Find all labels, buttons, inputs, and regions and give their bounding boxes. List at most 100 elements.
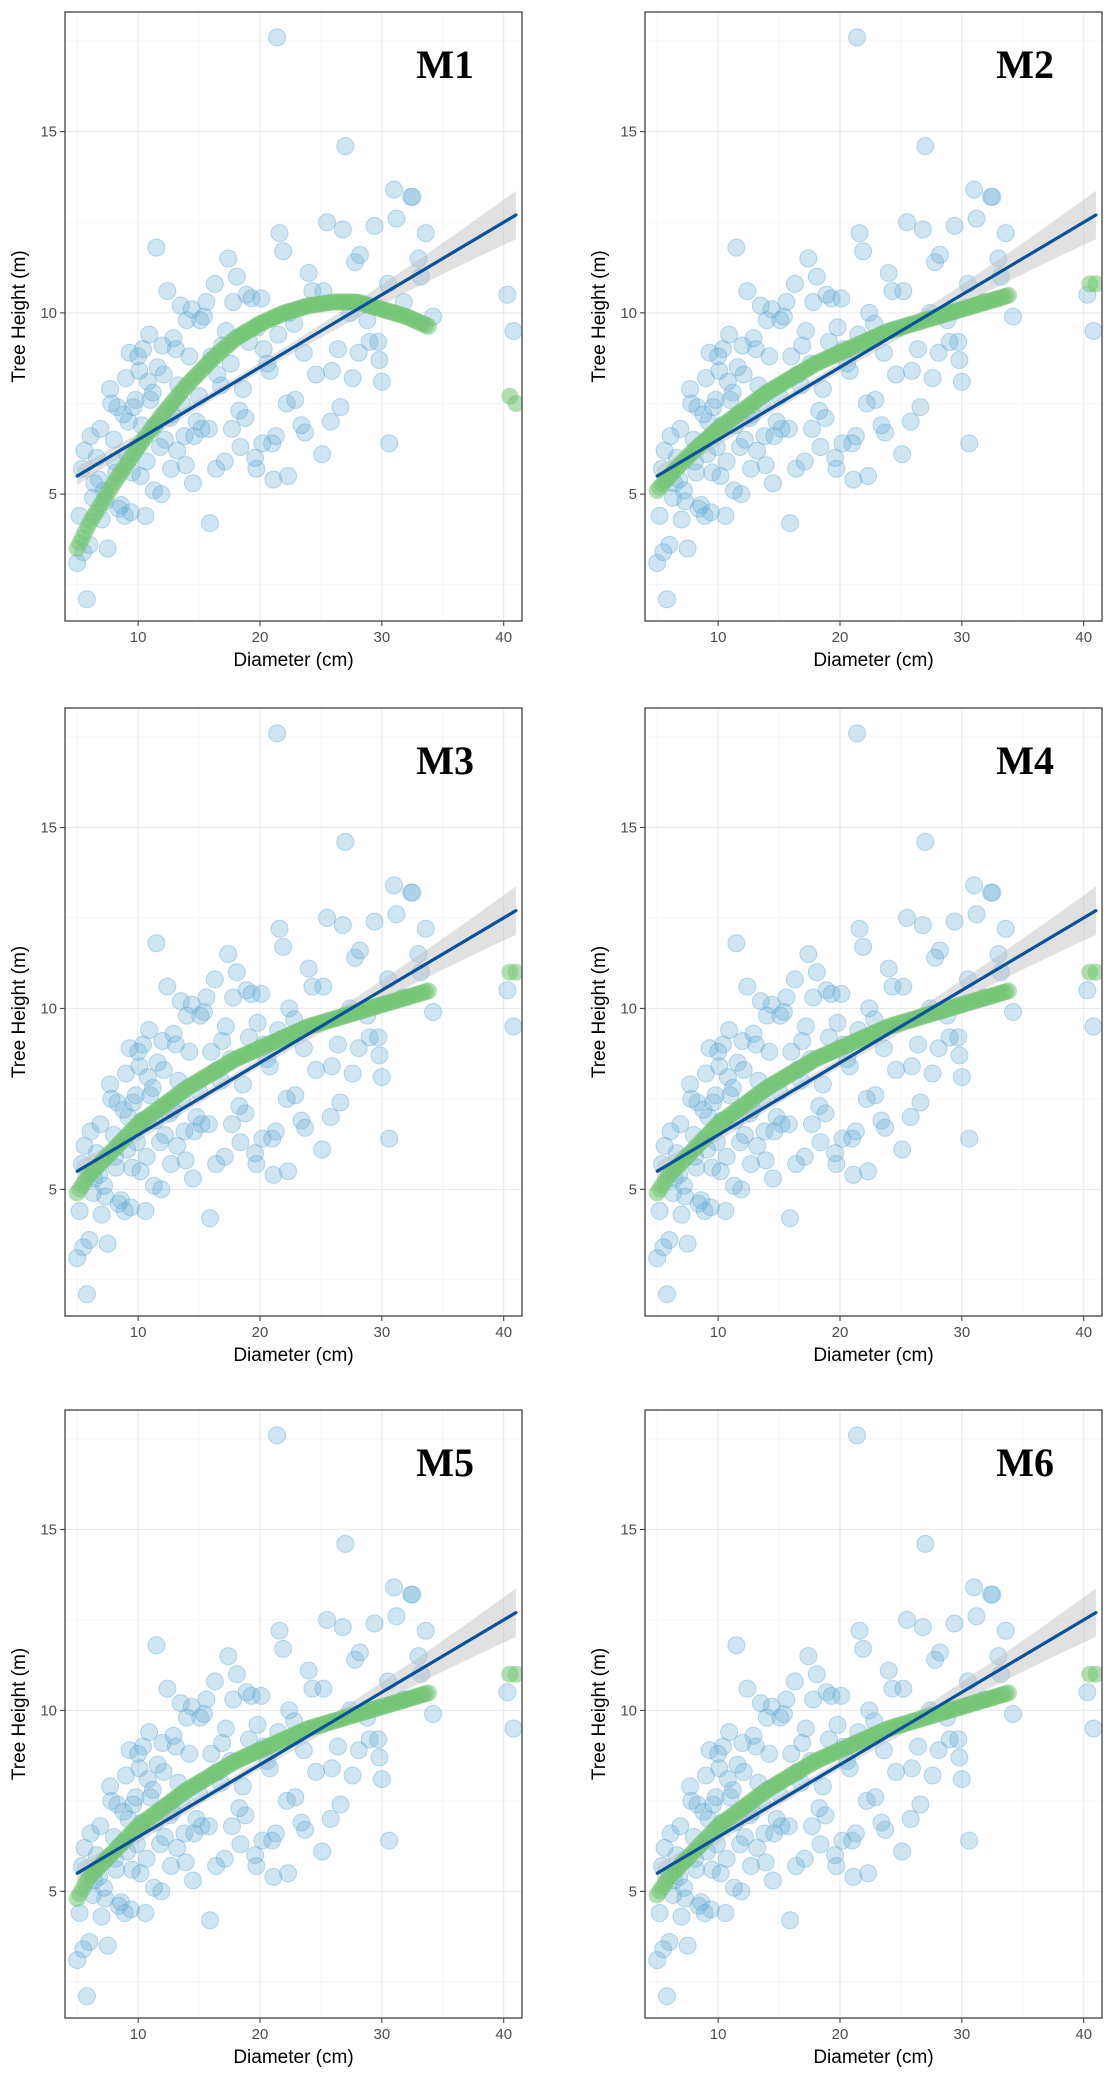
observation-point [911, 1795, 930, 1814]
observation-point [264, 470, 283, 489]
observation-point [270, 919, 289, 938]
observation-point [498, 285, 517, 304]
observation-point [114, 1100, 133, 1119]
observation-point [101, 1075, 120, 1094]
observation-point [201, 1209, 220, 1228]
panel-title: M3 [416, 738, 474, 783]
observation-point [109, 1896, 128, 1915]
observation-point [85, 474, 104, 493]
observation-point [403, 883, 422, 902]
observation-point [657, 590, 676, 609]
observation-point [804, 1690, 823, 1709]
observation-point [101, 1777, 120, 1796]
observation-point [692, 496, 711, 514]
observation-point [650, 1904, 669, 1923]
observation-point [902, 361, 921, 380]
observation-point [772, 419, 791, 438]
observation-point [913, 916, 932, 935]
observation-point [191, 311, 210, 330]
observation-point [350, 245, 369, 264]
x-tick-label: 40 [495, 629, 512, 646]
linear-fit-line [655, 909, 1098, 1173]
observation-point [231, 1133, 250, 1152]
observation-point [91, 419, 110, 438]
observation-point [689, 499, 708, 518]
observation-point [185, 427, 204, 446]
observation-point [785, 274, 804, 293]
observation-point [706, 1788, 725, 1807]
observation-point [242, 984, 261, 1003]
observation-point [115, 1904, 134, 1923]
observation-point [950, 351, 969, 369]
observation-point [138, 1068, 157, 1087]
observation-point [68, 554, 87, 572]
panel-title: M1 [416, 42, 474, 87]
observation-point [965, 180, 984, 199]
observation-point [810, 1799, 829, 1818]
observation-point [192, 1115, 211, 1134]
observation-point [141, 1086, 160, 1105]
observation-point [717, 1849, 736, 1868]
observation-point [756, 1853, 775, 1872]
observation-point [126, 1788, 145, 1807]
observation-point [731, 1133, 750, 1152]
x-axis-label: Diameter (cm) [233, 650, 353, 671]
observation-point [385, 876, 404, 895]
observation-point [748, 1838, 767, 1857]
observation-point [152, 1180, 171, 1199]
linear-fit-line [655, 213, 1098, 478]
observation-point [403, 1585, 422, 1604]
observation-point [296, 1118, 315, 1137]
observation-point [92, 1907, 111, 1926]
observation-point [929, 343, 948, 362]
observation-point [945, 1614, 964, 1633]
model-point [419, 982, 437, 1000]
observation-point [793, 1733, 812, 1752]
observation-point [816, 1104, 835, 1123]
observation-point [755, 1122, 774, 1141]
observation-point [772, 1817, 791, 1836]
observation-point [723, 1781, 742, 1799]
observation-point [734, 1762, 753, 1781]
observation-point [129, 1744, 148, 1763]
observation-point [876, 1820, 895, 1839]
observation-point [713, 340, 732, 359]
observation-point [120, 1039, 139, 1058]
observation-point [950, 1046, 969, 1065]
observation-point [908, 1035, 927, 1054]
observation-point [887, 1762, 906, 1781]
observation-point [857, 1089, 876, 1108]
observation-point [682, 1791, 701, 1810]
observation-point [294, 1741, 313, 1760]
x-tick-label: 30 [374, 629, 391, 646]
observation-point [1078, 1683, 1097, 1702]
model-point [1087, 275, 1102, 293]
observation-point [197, 1690, 216, 1709]
observation-point [982, 1585, 1001, 1604]
observation-point [762, 300, 781, 319]
observation-point [192, 419, 211, 438]
x-tick-label: 20 [832, 1324, 849, 1341]
observation-point [387, 209, 406, 228]
plot-area [648, 724, 1102, 1304]
observation-point [114, 405, 133, 424]
observation-point [346, 1650, 365, 1669]
x-tick-label: 20 [252, 2026, 269, 2043]
y-tick-label: 5 [49, 486, 57, 503]
observation-point [176, 1151, 195, 1170]
observation-point [704, 1093, 723, 1112]
observation-point [983, 187, 1002, 206]
observation-point [313, 1842, 332, 1861]
observation-point [760, 1744, 779, 1763]
observation-point [807, 267, 826, 286]
observation-point [860, 999, 879, 1018]
observation-point [901, 1809, 920, 1828]
observation-point [180, 1042, 199, 1061]
observation-point [231, 438, 250, 456]
observation-point [661, 427, 680, 446]
observation-point [120, 343, 139, 362]
observation-point [771, 1708, 790, 1727]
observation-point [318, 213, 337, 232]
observation-point [369, 1730, 388, 1749]
observation-point [833, 1831, 852, 1850]
